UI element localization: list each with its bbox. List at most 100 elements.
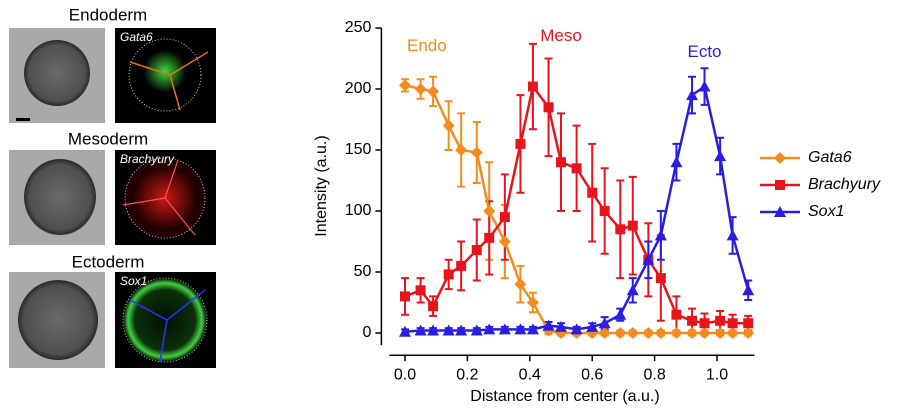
data-point bbox=[484, 232, 495, 243]
data-point bbox=[699, 318, 710, 329]
annotation: Ecto bbox=[688, 42, 722, 61]
panel-title: Mesoderm bbox=[68, 129, 148, 148]
data-point bbox=[483, 205, 496, 217]
data-point bbox=[598, 317, 611, 329]
cell-outline bbox=[122, 277, 208, 363]
cell bbox=[18, 280, 98, 360]
cell bbox=[24, 159, 96, 235]
data-point bbox=[670, 327, 683, 339]
x-axis-label: Distance from center (a.u.) bbox=[470, 388, 659, 405]
data-point bbox=[543, 102, 554, 113]
data-point bbox=[427, 324, 440, 336]
data-point bbox=[686, 89, 699, 101]
data-point bbox=[443, 269, 454, 280]
error-cap bbox=[429, 75, 438, 108]
data-point bbox=[642, 253, 655, 265]
error-cap bbox=[544, 57, 553, 158]
cell bbox=[24, 40, 90, 106]
error-cap bbox=[401, 277, 409, 316]
data-point bbox=[671, 309, 682, 320]
data-point bbox=[515, 138, 526, 149]
data-point bbox=[498, 235, 511, 248]
data-point bbox=[571, 163, 582, 174]
data-point bbox=[527, 81, 538, 92]
error-cap bbox=[472, 218, 481, 282]
data-point bbox=[586, 320, 599, 332]
data-point bbox=[715, 315, 726, 326]
data-point bbox=[399, 79, 411, 92]
data-point bbox=[742, 327, 755, 339]
error-cap bbox=[416, 277, 425, 304]
error-cap bbox=[457, 112, 466, 188]
x-tick-label: 0.8 bbox=[643, 366, 665, 383]
data-point bbox=[614, 308, 627, 320]
error-cap bbox=[429, 295, 438, 317]
cell-outline bbox=[128, 38, 202, 112]
data-point bbox=[655, 273, 666, 284]
y-tick-label: 100 bbox=[345, 202, 372, 219]
data-point bbox=[743, 318, 754, 329]
error-cap bbox=[516, 264, 525, 304]
data-point bbox=[698, 80, 711, 92]
data-point bbox=[498, 323, 511, 335]
marker-label: Brachyury bbox=[120, 152, 175, 166]
data-point bbox=[614, 327, 627, 339]
x-tick-label: 0.4 bbox=[519, 366, 541, 383]
y-tick-label: 250 bbox=[345, 19, 372, 36]
data-point bbox=[427, 85, 440, 98]
legend-label: Gata6 bbox=[808, 149, 852, 166]
data-point bbox=[587, 187, 598, 198]
error-cap bbox=[628, 277, 637, 304]
error-cap bbox=[557, 112, 565, 212]
data-point bbox=[626, 327, 639, 339]
profile-lines bbox=[129, 289, 206, 363]
data-point bbox=[627, 220, 638, 231]
error-cap bbox=[416, 78, 425, 100]
data-point bbox=[399, 325, 411, 337]
x-tick-label: 1.0 bbox=[706, 366, 728, 383]
legend-marker bbox=[774, 152, 786, 164]
data-point bbox=[654, 327, 667, 339]
data-point bbox=[499, 212, 510, 223]
data-point bbox=[714, 150, 727, 162]
data-point bbox=[514, 278, 527, 291]
data-point bbox=[556, 157, 566, 168]
data-point bbox=[414, 83, 427, 95]
panel-title: Endoderm bbox=[69, 5, 147, 24]
data-point bbox=[514, 323, 527, 335]
data-point bbox=[526, 323, 539, 335]
error-cap bbox=[588, 142, 597, 243]
x-tick-label: 0.0 bbox=[394, 366, 416, 383]
data-point bbox=[470, 324, 483, 336]
data-point bbox=[442, 324, 455, 336]
data-point bbox=[555, 320, 567, 332]
error-cap bbox=[500, 173, 509, 261]
y-axis-label: Intensity (a.u.) bbox=[313, 135, 330, 236]
data-point bbox=[414, 324, 427, 336]
error-cap bbox=[472, 120, 481, 184]
y-tick-label: 0 bbox=[362, 324, 371, 341]
data-point bbox=[714, 327, 727, 339]
data-point bbox=[687, 315, 698, 326]
error-cap bbox=[516, 94, 525, 194]
error-cap bbox=[644, 222, 653, 298]
data-point bbox=[542, 319, 555, 331]
data-point bbox=[726, 327, 739, 339]
error-cap bbox=[572, 124, 581, 212]
data-point bbox=[742, 284, 755, 296]
error-cap bbox=[628, 175, 637, 276]
y-tick-label: 200 bbox=[345, 80, 372, 97]
data-point bbox=[456, 260, 467, 271]
data-point bbox=[670, 156, 683, 168]
legend-label: Sox1 bbox=[808, 203, 844, 220]
data-point bbox=[483, 323, 496, 335]
data-point bbox=[654, 229, 667, 241]
legend-marker bbox=[775, 180, 785, 190]
data-point bbox=[726, 229, 739, 241]
data-point bbox=[415, 285, 426, 296]
error-cap bbox=[528, 42, 537, 131]
error-cap bbox=[700, 67, 709, 106]
data-point bbox=[455, 144, 468, 156]
data-point bbox=[442, 119, 455, 132]
